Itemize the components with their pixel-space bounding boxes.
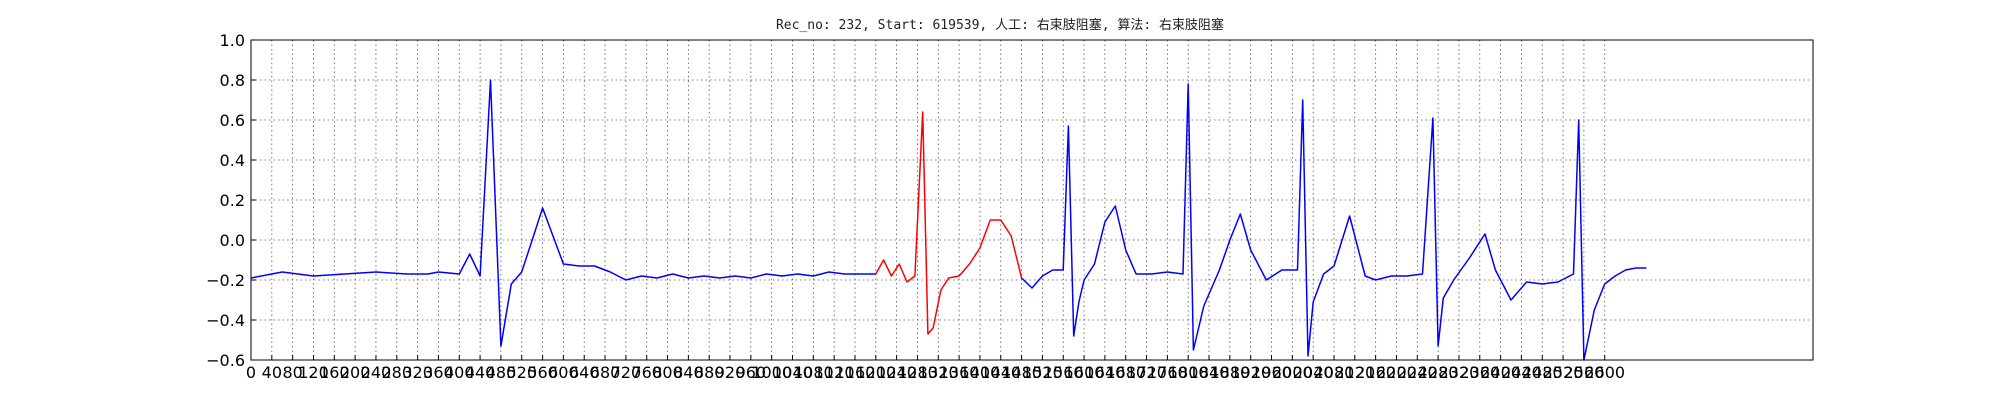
- x-tick-label: 200: [340, 363, 371, 382]
- x-tick-label: 720: [611, 363, 642, 382]
- x-tick-label: 240: [361, 363, 392, 382]
- y-tick-label: −0.6: [206, 351, 245, 370]
- x-tick-label: 1760: [1147, 363, 1188, 382]
- x-tick-label: 2440: [1501, 363, 1542, 382]
- x-tick-label: 2280: [1418, 363, 1459, 382]
- x-tick-label: 560: [527, 363, 558, 382]
- x-tick-label: 520: [506, 363, 537, 382]
- y-tick-label: 0.2: [220, 191, 245, 210]
- x-tick-label: 1080: [793, 363, 834, 382]
- x-axis: 0 40 8012016020024028032036040044048052056…: [246, 355, 1625, 382]
- x-tick-label: 1120: [814, 363, 855, 382]
- x-tick-label: 600: [548, 363, 579, 382]
- x-tick-label: 760: [631, 363, 662, 382]
- plot-area: [250, 79, 1647, 361]
- x-tick-label: 1840: [1189, 363, 1230, 382]
- x-tick-label: 1440: [980, 363, 1021, 382]
- chart-title: Rec_no: 232, Start: 619539, 人工: 右束肢阻塞, 算…: [776, 17, 1224, 33]
- x-tick-label: 640: [569, 363, 600, 382]
- x-tick-label: 1800: [1168, 363, 1209, 382]
- y-axis: 1.0 0.8 0.6 0.4 0.2 0.0 −0.2 −0.4 −0.6: [206, 31, 256, 370]
- y-tick-label: 1.0: [220, 31, 245, 50]
- y-tick-label: 0.4: [220, 151, 245, 170]
- x-tick-label: 2520: [1543, 363, 1584, 382]
- x-tick-label: 1160: [835, 363, 876, 382]
- x-tick-label: 1240: [876, 363, 917, 382]
- x-tick-label: 2480: [1522, 363, 1563, 382]
- y-tick-label: −0.4: [206, 311, 245, 330]
- x-tick-label: 2400: [1480, 363, 1521, 382]
- x-tick-label: 2000: [1272, 363, 1313, 382]
- x-tick-label: 1720: [1126, 363, 1167, 382]
- y-tick-label: −0.2: [206, 271, 245, 290]
- x-tick-label: 440: [465, 363, 496, 382]
- x-tick-label: 2320: [1439, 363, 1480, 382]
- x-tick-label: 480: [486, 363, 517, 382]
- x-tick-label: 1000: [751, 363, 792, 382]
- x-tick-label: 280: [382, 363, 413, 382]
- ecg-series-line-2: [875, 111, 1023, 335]
- x-tick-label: 1560: [1043, 363, 1084, 382]
- x-tick-label: 840: [673, 363, 704, 382]
- x-tick-label: 1520: [1022, 363, 1063, 382]
- y-tick-label: 0.6: [220, 111, 245, 130]
- x-tick-label: 1640: [1085, 363, 1126, 382]
- x-tick-label: 1320: [918, 363, 959, 382]
- x-tick-label: 2120: [1334, 363, 1375, 382]
- x-tick-label: 40: [262, 363, 282, 382]
- x-tick-label: 2240: [1397, 363, 1438, 382]
- x-tick-label: 80: [282, 363, 302, 382]
- x-tick-label: 2080: [1314, 363, 1355, 382]
- x-tick-label: 400: [444, 363, 475, 382]
- x-tick-label: 1360: [939, 363, 980, 382]
- x-tick-label: 360: [423, 363, 454, 382]
- x-tick-label: 2600: [1584, 363, 1625, 382]
- x-tick-label: 1280: [897, 363, 938, 382]
- x-tick-label: 920: [715, 363, 746, 382]
- x-tick-label: 1400: [960, 363, 1001, 382]
- ecg-series-line-3: [1021, 83, 1647, 361]
- x-tick-label: 2560: [1564, 363, 1605, 382]
- x-tick-label: 680: [590, 363, 621, 382]
- y-tick-label: 0.8: [220, 71, 245, 90]
- grid: [251, 40, 1813, 360]
- y-tick-label: 0.0: [220, 231, 245, 250]
- x-tick-label: 2160: [1355, 363, 1396, 382]
- x-tick-label: 1920: [1230, 363, 1271, 382]
- x-tick-label: 960: [736, 363, 767, 382]
- x-tick-label: 1680: [1105, 363, 1146, 382]
- x-tick-label: 2200: [1376, 363, 1417, 382]
- x-tick-label: 0: [246, 363, 256, 382]
- x-tick-label: 1200: [855, 363, 896, 382]
- x-tick-label: 320: [402, 363, 433, 382]
- x-tick-label: 2040: [1293, 363, 1334, 382]
- x-tick-label: 1040: [772, 363, 813, 382]
- x-tick-label: 880: [694, 363, 725, 382]
- x-tick-label: 1480: [1001, 363, 1042, 382]
- x-tick-label: 1960: [1251, 363, 1292, 382]
- x-tick-label: 800: [652, 363, 683, 382]
- x-tick-label: 2360: [1459, 363, 1500, 382]
- x-tick-label: 160: [319, 363, 350, 382]
- x-tick-label: 1880: [1209, 363, 1250, 382]
- x-tick-label: 1600: [1064, 363, 1105, 382]
- x-tick-label: 120: [298, 363, 329, 382]
- ecg-series-line-1: [250, 79, 876, 347]
